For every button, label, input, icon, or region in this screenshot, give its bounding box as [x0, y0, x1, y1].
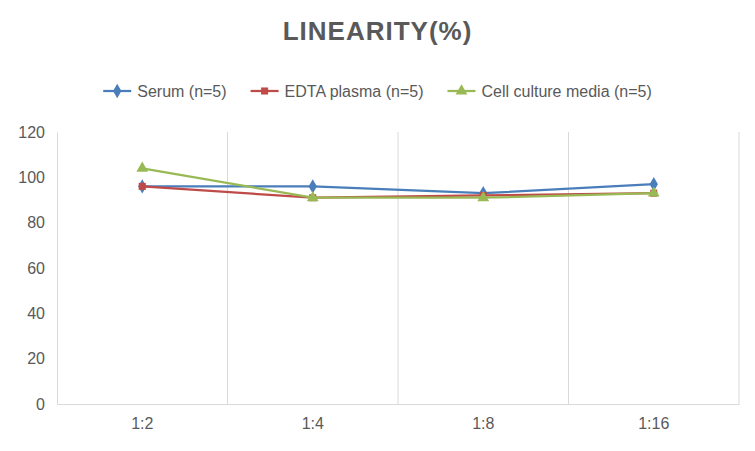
x-tick: 1:8 [472, 404, 494, 432]
y-tick: 120 [18, 124, 57, 141]
x-tick-label: 1:4 [302, 415, 324, 432]
background [0, 0, 755, 451]
series-marker [139, 183, 146, 190]
x-axis-line [58, 404, 740, 405]
x-tick: 1:4 [302, 404, 324, 432]
y-tick: 40 [27, 305, 57, 322]
x-tick-label: 1:8 [472, 415, 494, 432]
series-marker [138, 179, 146, 193]
y-axis-line [57, 133, 58, 405]
legend-label: Serum (n=5) [137, 83, 226, 100]
y-tick-label: 80 [27, 214, 45, 231]
grid-line [739, 132, 740, 404]
y-tick-label: 120 [18, 124, 45, 141]
series-marker [136, 161, 148, 171]
y-tick: 80 [27, 214, 57, 231]
title: LINEARITY(%) [283, 16, 473, 46]
y-tick: 0 [36, 396, 57, 413]
legend-label: EDTA plasma (n=5) [285, 83, 424, 100]
legend-marker [113, 84, 121, 98]
grid-line [227, 132, 228, 404]
series-group [136, 161, 659, 201]
y-tick: 20 [27, 350, 57, 367]
grid-line [398, 132, 399, 404]
legend: Serum (n=5) EDTA plasma (n=5) Cell culture… [103, 83, 652, 100]
y-tick-label: 0 [36, 396, 45, 413]
legend-marker [456, 84, 468, 94]
legend-item: Cell culture media (n=5) [447, 83, 651, 100]
y-axis: 0 20 40 60 80 100 120 [18, 124, 57, 413]
x-axis: 1:2 1:4 1:8 1:16 [58, 404, 740, 432]
y-tick-label: 60 [27, 260, 45, 277]
series-marker [648, 186, 660, 196]
grid-line [568, 132, 569, 404]
y-tick: 60 [27, 260, 57, 277]
chart: LINEARITY(%) 0 20 40 60 80 100 120 1:2 1:4 1:8 1:16… [0, 0, 755, 451]
legend-marker [261, 87, 268, 94]
y-tick-label: 100 [18, 169, 45, 186]
series-line [142, 168, 654, 197]
y-tick: 100 [18, 169, 57, 186]
plot: 0 20 40 60 80 100 120 1:2 1:4 1:8 1:16 [18, 124, 739, 433]
x-tick-label: 1:2 [131, 415, 153, 432]
legend-label: Cell culture media (n=5) [481, 83, 651, 100]
x-tick: 1:16 [638, 404, 669, 432]
series-marker [307, 191, 319, 201]
x-tick: 1:2 [131, 404, 153, 432]
x-tick-label: 1:16 [638, 415, 669, 432]
legend-item: EDTA plasma (n=5) [251, 83, 424, 100]
legend-item: Serum (n=5) [103, 83, 226, 100]
y-tick-label: 20 [27, 350, 45, 367]
series-marker [477, 191, 489, 201]
y-tick-label: 40 [27, 305, 45, 322]
